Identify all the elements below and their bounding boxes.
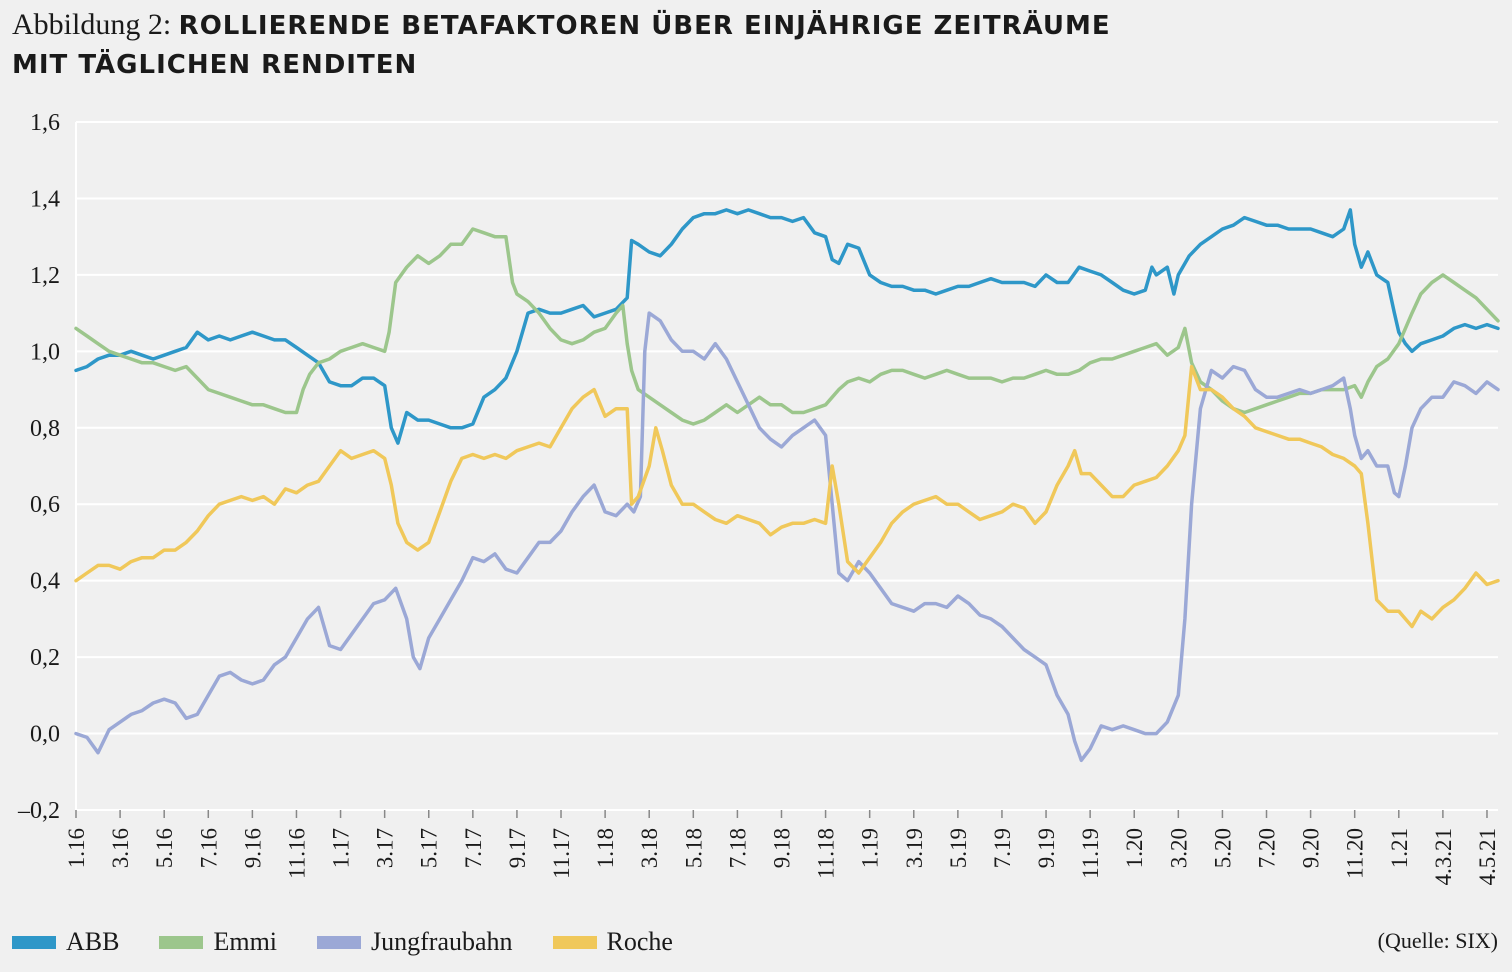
x-tick-label: 3.20 bbox=[1166, 828, 1191, 868]
legend-item-emmi: Emmi bbox=[159, 927, 277, 957]
y-tick-label: 0,0 bbox=[30, 722, 60, 748]
x-tick-label: 3.19 bbox=[902, 828, 927, 868]
x-tick-label: 9.17 bbox=[505, 828, 530, 868]
title-line-1: Abbildung 2: ROLLIERENDE BETAFAKTOREN ÜB… bbox=[12, 6, 1492, 45]
series-line-emmi bbox=[74, 227, 1500, 426]
y-tick-label: 1,4 bbox=[30, 186, 60, 212]
series-line-abb bbox=[74, 208, 1500, 445]
x-tick-label: 5.16 bbox=[152, 828, 177, 868]
x-tick-label: 4.5.21 bbox=[1475, 828, 1500, 886]
x-tick-label: 5.20 bbox=[1210, 828, 1235, 868]
x-tick-label: 3.16 bbox=[108, 828, 133, 868]
x-tick-label: 5.19 bbox=[946, 828, 971, 868]
legend-label: Roche bbox=[606, 927, 673, 956]
x-tick-label: 4.3.21 bbox=[1431, 828, 1456, 886]
x-tick-label: 9.16 bbox=[240, 828, 265, 868]
title-main-line-1: ROLLIERENDE BETAFAKTOREN ÜBER EINJÄHRIGE… bbox=[178, 11, 1111, 41]
legend-item-roche: Roche bbox=[552, 927, 673, 957]
source-note: (Quelle: SIX) bbox=[1377, 928, 1498, 953]
y-tick-label: 1,6 bbox=[30, 110, 60, 136]
legend-swatch bbox=[552, 935, 597, 949]
x-tick-label: 1.20 bbox=[1122, 828, 1147, 868]
series-line-jungfraubahn bbox=[74, 311, 1500, 763]
legend-swatch bbox=[159, 935, 204, 949]
x-tick-label: 1.16 bbox=[64, 828, 89, 868]
series-line-roche bbox=[74, 364, 1500, 629]
y-tick-label: 1,0 bbox=[30, 339, 60, 365]
legend: ABB Emmi Jungfraubahn Roche bbox=[12, 926, 713, 958]
title-main-line-2: MIT TÄGLICHEN RENDITEN bbox=[12, 50, 418, 80]
x-tick-label: 11.16 bbox=[284, 828, 309, 879]
legend-swatch bbox=[12, 935, 56, 949]
x-tick-label: 7.17 bbox=[461, 828, 486, 868]
legend-label: ABB bbox=[66, 927, 120, 956]
y-tick-label: 1,2 bbox=[30, 263, 60, 289]
grid-lines bbox=[75, 121, 1498, 811]
legend-swatch bbox=[317, 935, 362, 949]
chart-title: Abbildung 2: ROLLIERENDE BETAFAKTOREN ÜB… bbox=[12, 6, 1492, 84]
y-tick-label: –0,2 bbox=[17, 798, 60, 824]
legend-item-jungfraubahn: Jungfraubahn bbox=[317, 927, 513, 957]
x-tick-label: 7.16 bbox=[196, 828, 221, 868]
legend-label: Jungfraubahn bbox=[371, 927, 513, 956]
x-tick-label: 7.19 bbox=[990, 828, 1015, 868]
x-tick-label: 9.19 bbox=[1034, 828, 1059, 868]
x-tick-label: 11.18 bbox=[814, 828, 839, 879]
legend-item-abb: ABB bbox=[12, 927, 119, 957]
x-tick-label: 11.17 bbox=[549, 828, 574, 879]
line-chart: –0,2 0,0 0,2 0,4 0,6 0,8 1,0 1,2 1,4 1,6 1.16 3.16… bbox=[17, 110, 1500, 886]
legend-label: Emmi bbox=[213, 927, 278, 956]
x-tick-label: 3.18 bbox=[637, 828, 662, 868]
x-tick-label: 5.18 bbox=[681, 828, 706, 868]
x-tick-label: 1.21 bbox=[1387, 828, 1412, 868]
x-tick-label: 1.19 bbox=[858, 828, 883, 868]
y-tick-label: 0,6 bbox=[30, 492, 60, 518]
x-tick-label: 7.20 bbox=[1255, 828, 1280, 868]
x-tick-label: 3.17 bbox=[373, 828, 398, 868]
x-tick-label: 5.17 bbox=[417, 828, 442, 868]
x-tick-label: 11.19 bbox=[1078, 828, 1103, 879]
y-axis-ticks: –0,2 0,0 0,2 0,4 0,6 0,8 1,0 1,2 1,4 1,6 bbox=[17, 110, 60, 824]
y-tick-label: 0,8 bbox=[30, 416, 60, 442]
title-prefix: Abbildung 2: bbox=[12, 8, 172, 41]
x-tick-label: 9.20 bbox=[1299, 828, 1324, 868]
y-tick-label: 0,2 bbox=[30, 645, 60, 671]
x-tick-label: 7.18 bbox=[725, 828, 750, 868]
x-tick-label: 11.20 bbox=[1343, 828, 1368, 879]
y-tick-label: 0,4 bbox=[30, 569, 60, 595]
x-tick-label: 1.17 bbox=[329, 828, 354, 868]
x-tick-label: 9.18 bbox=[769, 828, 794, 868]
x-axis-ticks: 1.16 3.16 5.16 7.16 9.16 11.16 1.17 3.17 5.17 7.1… bbox=[64, 810, 1500, 886]
series-lines bbox=[74, 208, 1500, 763]
title-line-2: MIT TÄGLICHEN RENDITEN bbox=[12, 45, 1492, 84]
x-tick-label: 1.18 bbox=[593, 828, 618, 868]
